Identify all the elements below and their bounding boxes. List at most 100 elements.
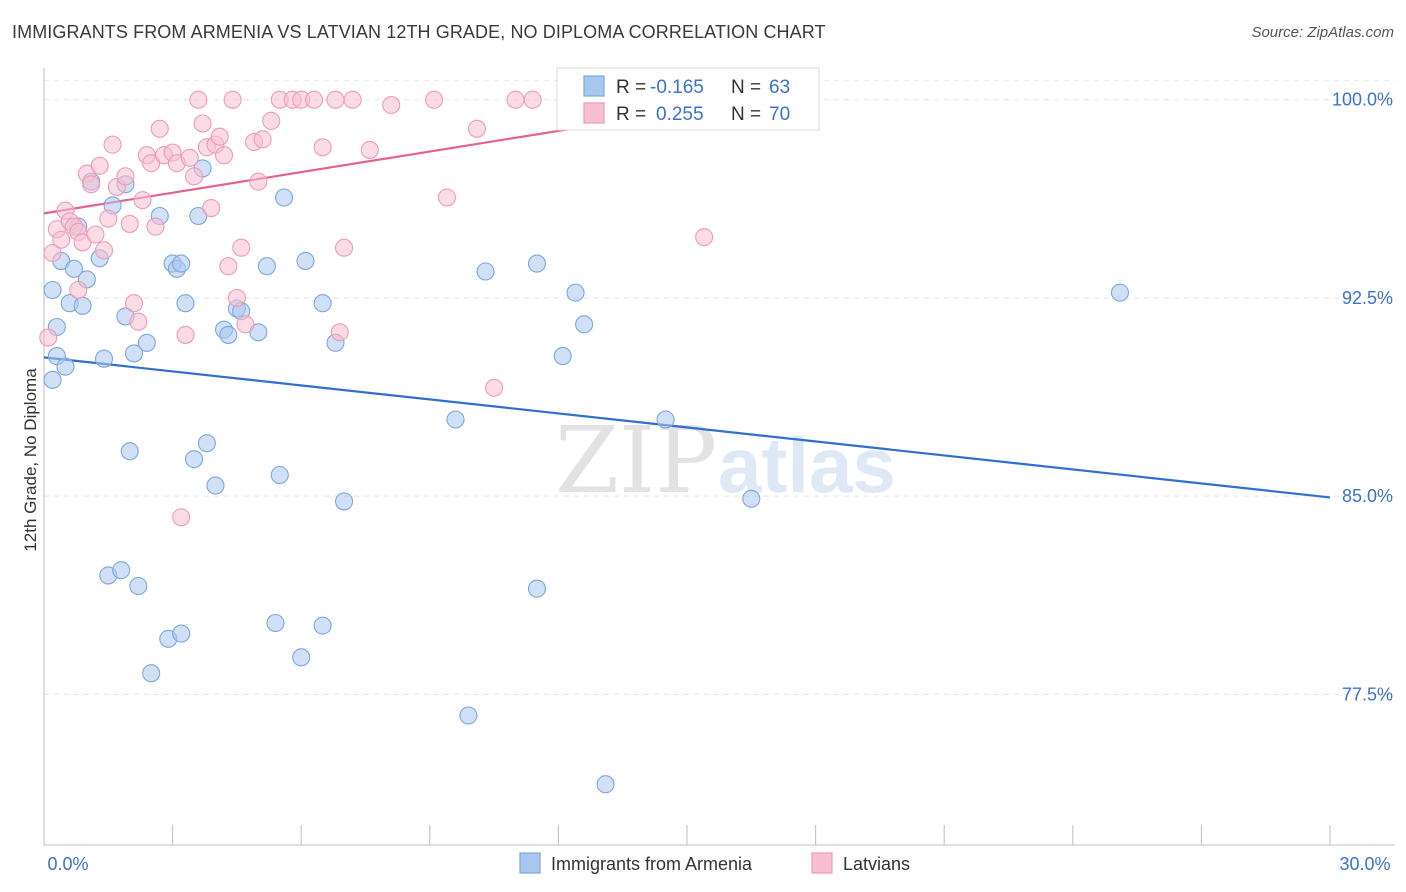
y-tick-labels: 100.0% 92.5% 85.0% 77.5% (1332, 90, 1393, 705)
point-armenia-28 (219, 325, 238, 344)
point-latvian-49 (326, 90, 345, 109)
legend-n-value-2: 70 (769, 104, 790, 125)
point-latvian-69 (249, 172, 268, 191)
point-armenia-60 (459, 706, 478, 725)
point-armenia-44 (527, 254, 547, 273)
point-armenia-52 (112, 561, 131, 580)
point-latvian-19 (129, 312, 148, 331)
y-tick-label-0: 100.0% (1332, 90, 1393, 110)
point-armenia-42 (446, 410, 465, 429)
point-armenia-4 (56, 357, 75, 376)
series-legend-swatch-latvians (811, 852, 833, 874)
y-tick-label-1: 92.5% (1342, 288, 1393, 308)
point-latvian-13 (94, 241, 114, 260)
point-latvian-54 (382, 95, 401, 115)
point-armenia-34 (197, 434, 216, 453)
trend-line-armenia (43, 356, 1331, 499)
point-latvian-60 (523, 90, 542, 109)
point-armenia-36 (270, 465, 289, 485)
point-latvian-39 (232, 238, 251, 257)
grid-lines (44, 80, 1395, 695)
point-latvian-36 (214, 146, 234, 165)
point-armenia-33 (184, 450, 204, 469)
point-armenia-46 (566, 283, 585, 302)
point-armenia-59 (313, 616, 332, 635)
point-armenia-16 (124, 344, 144, 363)
point-armenia-23 (172, 254, 191, 273)
point-armenia-43 (476, 262, 495, 281)
point-latvian-43 (262, 111, 281, 130)
point-latvian-0 (39, 328, 58, 347)
point-armenia-49 (742, 489, 761, 508)
point-armenia-39 (313, 294, 332, 313)
point-latvian-42 (253, 130, 272, 149)
legend-r-label-2: R = (616, 104, 646, 125)
point-latvian-17 (120, 214, 139, 233)
point-latvian-58 (485, 378, 504, 397)
point-latvian-30 (189, 90, 208, 109)
point-latvian-52 (343, 90, 362, 109)
point-latvian-27 (176, 325, 195, 344)
point-armenia-58 (292, 648, 311, 667)
point-armenia-55 (172, 624, 191, 643)
point-latvian-11 (86, 225, 105, 244)
point-armenia-0 (43, 370, 62, 389)
point-armenia-19 (120, 442, 139, 461)
point-latvian-40 (236, 315, 255, 334)
point-armenia-14 (94, 349, 114, 368)
point-latvian-38 (227, 288, 246, 307)
x-tick-labels: 0.0% 30.0% (47, 854, 1390, 874)
point-latvian-16 (116, 167, 135, 186)
point-armenia-8 (73, 296, 92, 315)
point-latvian-64 (172, 508, 191, 527)
point-armenia-62 (596, 775, 615, 794)
point-armenia-41 (335, 492, 354, 511)
point-latvian-28 (180, 148, 199, 167)
point-armenia-7 (64, 259, 84, 278)
legend-r-value-1: -0.165 (650, 77, 704, 98)
series-legend-swatch-armenia (519, 852, 541, 874)
point-armenia-35 (206, 476, 225, 495)
point-latvian-22 (146, 217, 165, 236)
y-axis-label: 12th Grade, No Diploma (21, 368, 40, 552)
point-armenia-53 (129, 576, 148, 596)
series-legend-label-armenia: Immigrants from Armenia (551, 854, 753, 874)
point-armenia-56 (142, 664, 161, 683)
point-armenia-24 (176, 294, 195, 313)
watermark-zip: ZIP (555, 407, 717, 514)
watermark: ZIP atlas (555, 407, 896, 514)
point-armenia-2 (43, 280, 62, 300)
point-latvian-48 (313, 138, 332, 157)
legend-r-label-1: R = (616, 77, 646, 98)
point-armenia-45 (553, 347, 572, 366)
point-armenia-32 (257, 257, 276, 276)
point-latvian-56 (437, 188, 456, 207)
point-latvian-51 (335, 238, 354, 257)
point-latvian-10 (82, 175, 101, 194)
point-latvian-63 (695, 228, 714, 247)
legend-swatch-pink (583, 102, 605, 124)
point-latvian-3 (52, 230, 71, 249)
point-latvian-53 (360, 140, 379, 159)
legend-swatch-blue (583, 75, 605, 97)
point-latvian-67 (69, 280, 88, 300)
x-tick-label-0: 0.0% (47, 854, 88, 874)
point-armenia-50 (1110, 283, 1130, 302)
point-armenia-47 (575, 315, 594, 334)
legend-r-value-2: 0.255 (656, 104, 704, 125)
point-latvian-65 (99, 209, 118, 228)
correlation-legend: R = -0.165 N = 63 R = 0.255 N = 70 (556, 67, 820, 131)
chart-title: IMMIGRANTS FROM ARMENIA VS LATVIAN 12TH … (12, 22, 826, 42)
axes (43, 68, 1395, 846)
chart-source: Source: ZipAtlas.com (1251, 24, 1394, 41)
point-latvian-59 (506, 90, 525, 109)
point-latvian-50 (330, 323, 349, 342)
y-tick-label-3: 77.5% (1342, 684, 1393, 704)
point-latvian-57 (467, 119, 487, 138)
point-armenia-17 (137, 333, 156, 352)
point-latvian-31 (193, 114, 212, 133)
legend-n-value-1: 63 (769, 77, 790, 98)
point-latvian-33 (202, 199, 221, 218)
point-latvian-55 (425, 90, 444, 109)
series-legend-label-latvians: Latvians (843, 854, 910, 874)
